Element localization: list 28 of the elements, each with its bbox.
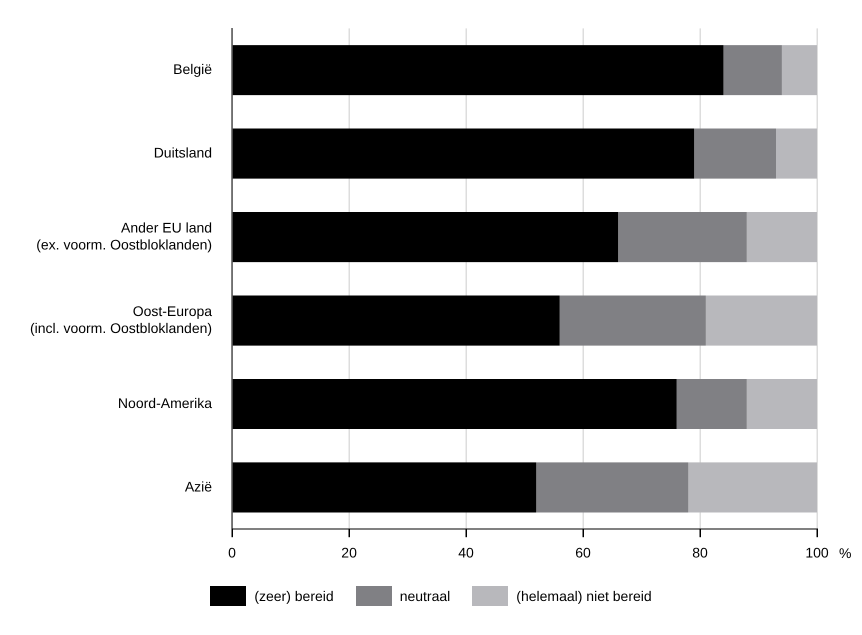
bar (688, 462, 817, 513)
bar (746, 212, 817, 262)
x-tick-label: 100 (805, 544, 829, 560)
legend-label: (helemaal) niet bereid (516, 588, 652, 604)
bar (694, 128, 776, 179)
bar (618, 212, 747, 262)
x-tick-label: 80 (692, 544, 708, 560)
bar (776, 128, 817, 179)
y-tick-label: België (173, 60, 212, 77)
legend-label: (zeer) bereid (254, 588, 334, 604)
bar (723, 45, 782, 96)
y-tick-label: Oost-Europa (incl. voorm. Oostbloklanden) (30, 302, 212, 336)
y-tick-label: Ander EU land (ex. voorm. Oostbloklanden) (36, 220, 212, 252)
y-tick-label: Duitsland (154, 144, 212, 160)
y-tick-label: Azië (184, 478, 212, 494)
x-tick-label: 40 (458, 544, 474, 560)
y-tick-label: Noord-Amerika (118, 394, 212, 411)
x-tick-label: 20 (341, 544, 358, 560)
x-tick-label: 0 (228, 544, 236, 560)
bar (676, 378, 747, 430)
bar (536, 462, 688, 513)
bar (706, 295, 817, 346)
bar (746, 378, 817, 430)
bar (560, 295, 706, 346)
x-tick-label: 60 (575, 544, 592, 560)
x-axis-title: % (839, 545, 852, 562)
legend-label: neutraal (400, 588, 450, 604)
bar (782, 45, 817, 96)
